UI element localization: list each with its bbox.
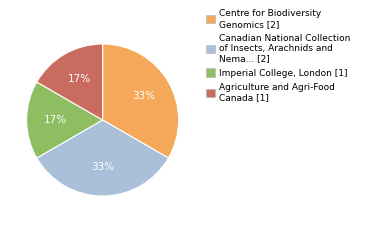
Legend: Centre for Biodiversity
Genomics [2], Canadian National Collection
of Insects, A: Centre for Biodiversity Genomics [2], Ca… [206, 9, 351, 102]
Wedge shape [27, 82, 103, 158]
Text: 33%: 33% [132, 91, 155, 102]
Text: 17%: 17% [44, 115, 67, 125]
Text: 17%: 17% [68, 74, 90, 84]
Wedge shape [37, 44, 103, 120]
Wedge shape [103, 44, 179, 158]
Wedge shape [37, 120, 168, 196]
Text: 33%: 33% [91, 162, 114, 172]
